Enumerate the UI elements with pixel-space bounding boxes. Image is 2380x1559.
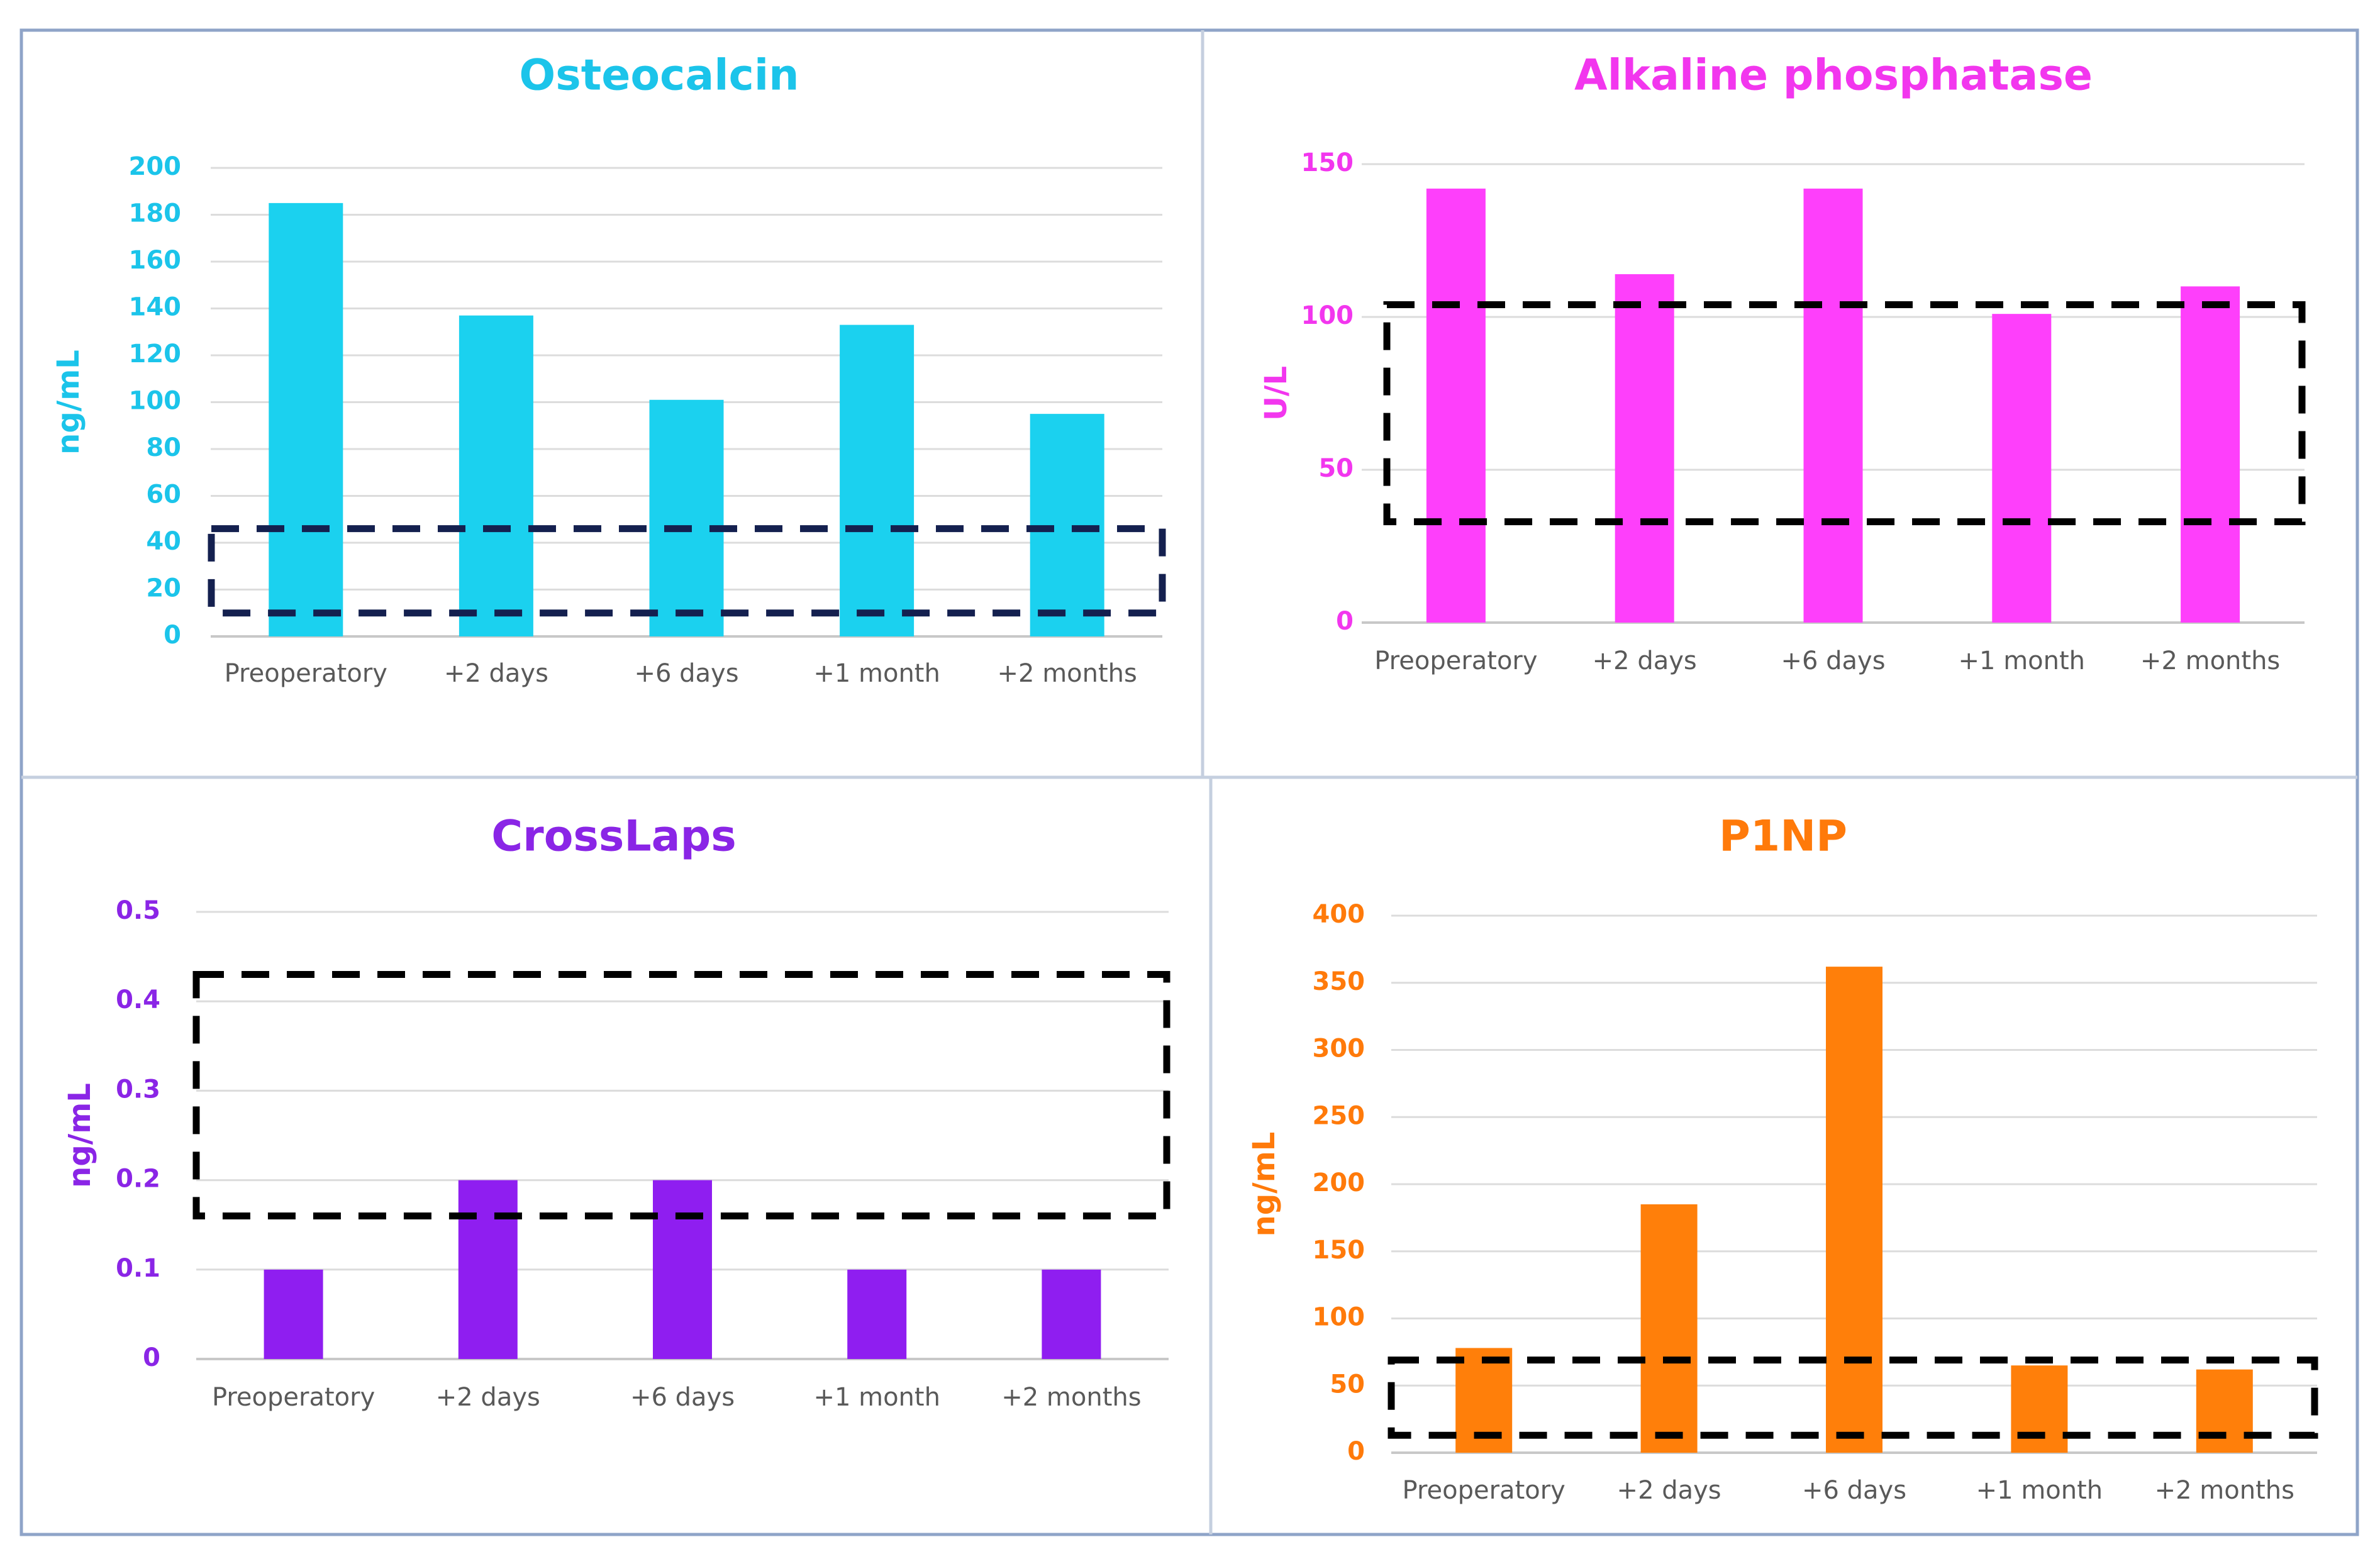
osteocalcin-x-tick-label: +2 months [998,659,1137,688]
crosslaps-y-axis-label: ng/mL [62,1083,97,1188]
crosslaps-x-tick-label: +2 days [436,1383,540,1412]
crosslaps-x-tick-label: +1 month [813,1383,940,1412]
osteocalcin-title: Osteocalcin [519,51,799,101]
osteocalcin-y-axis-label: ng/mL [51,350,86,455]
p1np-x-tick-label: +2 months [2155,1476,2294,1505]
osteocalcin-reference-range-box [208,525,1166,617]
figure-outer-border [19,28,2359,1536]
alkaline-phosphatase-panel: Alkaline phosphatase 0 50 100 150 U/L Preopera… [1259,51,2306,675]
osteocalcin-y-tick-label: 120 [129,340,182,369]
alkaline-phosphatase-x-tick-label: +2 months [2140,646,2280,675]
alkaline-phosphatase-bar-2-months [2181,286,2240,623]
crosslaps-y-tick-label: 0.5 [116,896,160,925]
osteocalcin-y-tick-label: 40 [146,527,181,556]
osteocalcin-bar-preoperatory [269,203,343,636]
alkaline-phosphatase-y-tick-label: 100 [1301,301,1354,330]
crosslaps-y-tick-label: 0.4 [116,985,160,1014]
crosslaps-bar-2-days [458,1180,518,1359]
crosslaps-y-tick-label: 0.3 [116,1075,160,1104]
osteocalcin-bar-2-months [1030,414,1104,636]
osteocalcin-x-tick-label: +2 days [444,659,548,688]
alkaline-phosphatase-y-tick-label: 150 [1301,148,1354,177]
osteocalcin-y-tick-label: 20 [146,574,181,603]
crosslaps-y-tick-label: 0 [143,1343,160,1372]
osteocalcin-bar-2-days [459,315,533,636]
alkaline-phosphatase-reference-range-box [1383,301,2306,526]
p1np-x-tick-label: +6 days [1802,1476,1906,1505]
p1np-x-tick-label: +1 month [1976,1476,2103,1505]
p1np-y-tick-label: 100 [1313,1303,1365,1332]
crosslaps-x-tick-label: +2 months [1001,1383,1141,1412]
p1np-y-tick-label: 0 [1347,1437,1365,1466]
p1np-title: P1NP [1719,812,1847,862]
osteocalcin-y-tick-label: 80 [146,433,181,462]
alkaline-phosphatase-title: Alkaline phosphatase [1574,51,2093,101]
osteocalcin-y-tick-label: 100 [129,387,182,416]
p1np-bar-1-month [2011,1365,2068,1453]
p1np-y-tick-label: 400 [1313,900,1365,929]
osteocalcin-bar-6-days [649,399,724,636]
alkaline-phosphatase-bar-1-month [1992,314,2052,623]
crosslaps-bar-2-months [1042,1269,1101,1359]
osteocalcin-y-tick-label: 180 [129,199,182,228]
osteocalcin-y-tick-label: 160 [129,246,182,275]
p1np-y-tick-label: 50 [1330,1370,1365,1399]
p1np-x-tick-label: +2 days [1617,1476,1721,1505]
crosslaps-y-tick-label: 0.2 [116,1165,160,1194]
osteocalcin-bar-1-month [840,325,915,636]
p1np-y-axis-label: ng/mL [1247,1132,1282,1237]
alkaline-phosphatase-bar-6-days [1803,188,1863,623]
crosslaps-title: CrossLaps [491,812,736,862]
p1np-bar-2-days [1640,1204,1698,1453]
p1np-bar-6-days [1826,967,1882,1453]
osteocalcin-y-tick-label: 200 [129,152,182,181]
crosslaps-bar-6-days [653,1180,712,1359]
alkaline-phosphatase-x-tick-label: +6 days [1781,646,1885,675]
p1np-panel: P1NP 0 50 100 150 200 250 300 350 400 ng/mL Preoper… [1247,812,2318,1505]
crosslaps-reference-range-box [192,971,1171,1219]
osteocalcin-y-tick-label: 0 [164,621,181,650]
alkaline-phosphatase-bar-preoperatory [1426,188,1486,623]
p1np-bar-2-months [2196,1369,2253,1453]
osteocalcin-panel: Osteocalcin 0 20 40 60 80 100 120 140 160 180 200 ng… [51,51,1166,688]
alkaline-phosphatase-x-tick-label: +1 month [1959,646,2086,675]
p1np-y-tick-label: 250 [1313,1101,1365,1130]
osteocalcin-y-tick-label: 140 [129,293,182,322]
crosslaps-bar-1-month [847,1269,907,1359]
crosslaps-y-tick-label: 0.1 [116,1254,160,1283]
alkaline-phosphatase-y-axis-label: U/L [1259,366,1294,421]
p1np-y-tick-label: 350 [1313,967,1365,996]
crosslaps-x-tick-label: +6 days [630,1383,735,1412]
osteocalcin-x-tick-label: Preoperatory [225,659,387,688]
p1np-x-tick-label: Preoperatory [1403,1476,1565,1505]
p1np-reference-range-box [1387,1356,2318,1439]
osteocalcin-x-tick-label: +6 days [634,659,738,688]
crosslaps-bar-preoperatory [264,1269,323,1359]
osteocalcin-y-tick-label: 60 [146,480,181,509]
alkaline-phosphatase-y-tick-label: 50 [1318,454,1354,483]
alkaline-phosphatase-y-tick-label: 0 [1336,607,1354,636]
alkaline-phosphatase-x-tick-label: +2 days [1593,646,1697,675]
crosslaps-x-tick-label: Preoperatory [212,1383,375,1412]
crosslaps-panel: CrossLaps 0 0.1 0.2 0.3 0.4 0.5 ng/mL Preoperato… [62,812,1171,1412]
p1np-y-tick-label: 200 [1313,1168,1365,1197]
p1np-y-tick-label: 150 [1313,1236,1365,1265]
alkaline-phosphatase-x-tick-label: Preoperatory [1374,646,1537,675]
p1np-y-tick-label: 300 [1313,1035,1365,1063]
osteocalcin-x-tick-label: +1 month [813,659,940,688]
alkaline-phosphatase-bar-2-days [1615,274,1674,623]
